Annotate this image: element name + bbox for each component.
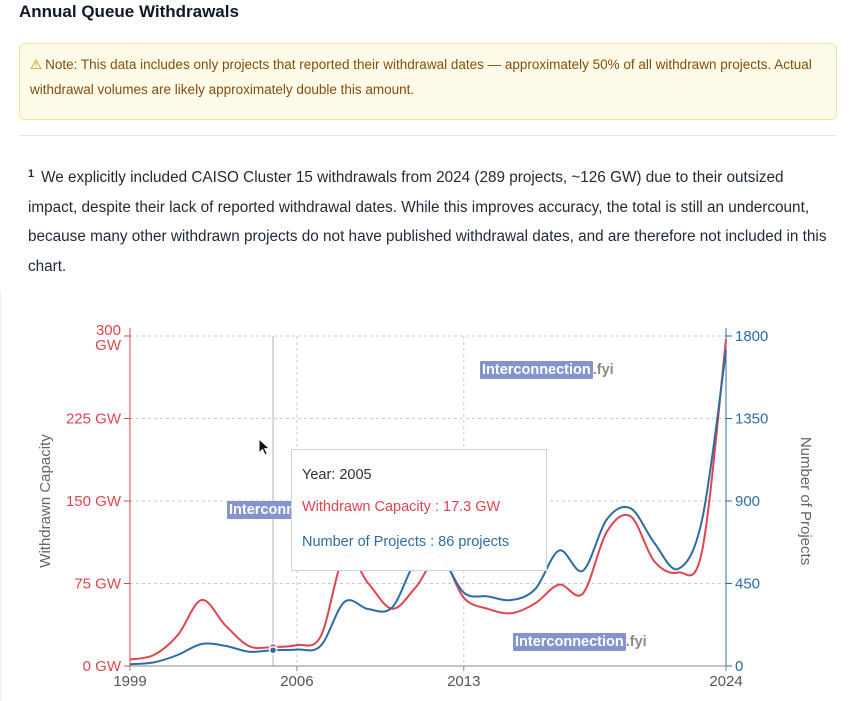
y-left-tick-label: GW (95, 337, 122, 354)
watermark-suffix: .fyi (592, 362, 614, 378)
watermark-bottom: Interconnection .fyi (513, 633, 647, 651)
x-tick-label: 2024 (709, 673, 742, 690)
warning-note: ⚠ Note: This data includes only projects … (19, 43, 837, 120)
watermark-brand: Interconnection (480, 361, 593, 379)
note-text: Note: This data includes only projects t… (30, 57, 812, 97)
watermark-top: Interconnection .fyi (480, 361, 614, 379)
footnote: 1 We explicitly included CAISO Cluster 15… (28, 160, 828, 281)
warning-icon: ⚠ (30, 57, 43, 72)
y-left-tick-label: 225 GW (66, 411, 122, 428)
page-title: Annual Queue Withdrawals (19, 2, 239, 21)
y-right-tick-label: 450 (735, 576, 760, 593)
watermark-suffix: .fyi (625, 634, 647, 650)
y-right-tick-label: 1350 (735, 411, 768, 428)
y-left-tick-label: 150 GW (66, 493, 122, 510)
y-left-tick-label: 75 GW (74, 576, 122, 593)
tooltip-capacity: Withdrawn Capacity : 17.3 GW (302, 499, 501, 515)
y-left-tick-label: 300 (96, 322, 121, 339)
y-right-tick-label: 1800 (735, 328, 768, 345)
x-tick-label: 2006 (280, 673, 313, 690)
container-edge (0, 290, 1, 701)
y-left-tick-label: 0 GW (83, 658, 122, 675)
footnote-text: We explicitly included CAISO Cluster 15 … (28, 169, 827, 275)
footnote-marker: 1 (28, 168, 35, 180)
divider (19, 135, 836, 136)
y-left-axis-title: Withdrawn Capacity (37, 434, 54, 568)
y-right-axis-title: Number of Projects (797, 437, 814, 565)
x-tick-label: 1999 (113, 673, 146, 690)
tooltip-year: Year: 2005 (302, 467, 372, 483)
y-right-tick-label: 900 (735, 493, 760, 510)
mouse-cursor-icon (258, 438, 271, 456)
tooltip-projects: Number of Projects : 86 projects (302, 534, 510, 550)
chart-tooltip: Year: 2005 Withdrawn Capacity : 17.3 GW … (291, 449, 547, 571)
watermark-brand: Interconnection (513, 633, 626, 651)
x-tick-label: 2013 (447, 673, 480, 690)
y-right-tick-label: 0 (735, 658, 743, 675)
data-point-highlight-projects (268, 645, 278, 655)
